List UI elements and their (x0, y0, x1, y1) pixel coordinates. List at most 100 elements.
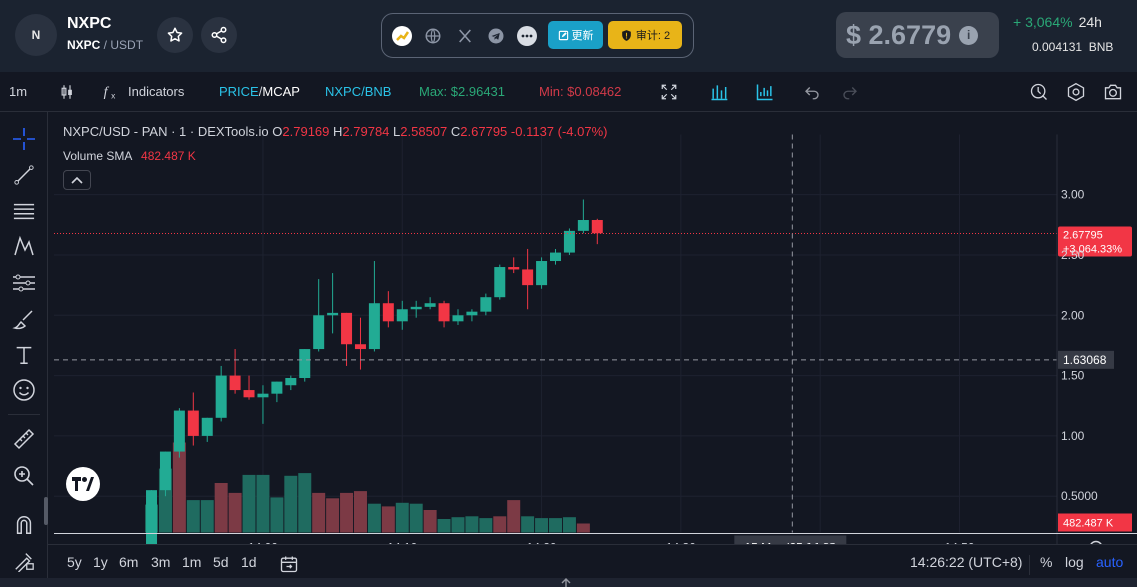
volume-bars-icon[interactable] (754, 81, 776, 103)
candle-body (382, 303, 394, 322)
price-mcap-toggle[interactable]: PRICE/MCAP (219, 84, 300, 99)
more-icon[interactable] (516, 25, 538, 47)
max-price: Max: $2.96431 (419, 84, 506, 99)
social-links-bar: 更新 审计: 2 (381, 13, 694, 58)
bottom-panel-handle[interactable] (0, 578, 1137, 587)
range-button-5d[interactable]: 5d (213, 554, 229, 570)
fullscreen-icon[interactable] (658, 81, 680, 103)
auto-toggle[interactable]: auto (1096, 554, 1124, 570)
brush-icon[interactable] (11, 306, 37, 332)
open-key: O (272, 124, 283, 139)
share-button[interactable] (201, 17, 237, 53)
candle-body (480, 297, 492, 312)
volume-bar (493, 516, 507, 533)
volume-legend: Volume SMA 482.487 K (63, 149, 196, 163)
candle-body (591, 220, 603, 234)
date-range-icon[interactable] (278, 554, 300, 579)
range-button-5y[interactable]: 5y (67, 554, 82, 570)
candle-body (285, 378, 297, 386)
pair-toggle[interactable]: NXPC/BNB (325, 84, 392, 99)
range-button-1d[interactable]: 1d (241, 554, 257, 570)
y-tick-label: 3.00 (1061, 188, 1085, 202)
bottom-divider (1029, 555, 1030, 575)
audit-button[interactable]: 审计: 2 (608, 21, 682, 49)
volume-bar (479, 518, 493, 533)
pattern-icon[interactable] (11, 233, 37, 259)
range-button-3m[interactable]: 3m (151, 554, 171, 570)
candle-body (215, 375, 227, 418)
ruler-icon[interactable] (11, 426, 37, 452)
candle-body (438, 303, 450, 322)
candle-body (187, 410, 199, 436)
range-button-6m[interactable]: 6m (119, 554, 139, 570)
lock-drawing-icon[interactable] (11, 548, 37, 574)
chevron-up-icon (71, 176, 83, 184)
update-label: 更新 (571, 30, 594, 42)
indicators-button[interactable]: Indicators (128, 84, 185, 99)
y-tick-label: 1.50 (1061, 369, 1085, 383)
volume-bar (270, 497, 284, 533)
info-icon[interactable]: i (959, 25, 979, 45)
redo-icon[interactable] (839, 81, 861, 103)
fib-lines-icon[interactable] (11, 198, 37, 224)
magnet-clock-icon[interactable] (1028, 81, 1050, 103)
undo-icon[interactable] (801, 81, 823, 103)
high-value: 2.79784 (342, 124, 390, 139)
collapse-legend-button[interactable] (63, 170, 91, 190)
x-twitter-icon[interactable] (454, 25, 476, 47)
update-button[interactable]: 更新 (548, 21, 603, 49)
candle-body (563, 230, 575, 253)
candles (146, 199, 603, 547)
range-button-1y[interactable]: 1y (93, 554, 108, 570)
volume-bar (200, 500, 214, 533)
crosshair-price-tag (1058, 350, 1114, 369)
volume-bar (549, 518, 562, 533)
magnet-icon[interactable] (11, 512, 37, 538)
pair-quote: USDT (110, 38, 144, 52)
text-tool-icon[interactable] (11, 342, 37, 368)
mcap-toggle[interactable]: MCAP (262, 84, 300, 99)
volume-bar (395, 502, 409, 533)
range-button-1m[interactable]: 1m (182, 554, 202, 570)
log-toggle[interactable]: log (1065, 554, 1084, 570)
candle-body (146, 490, 158, 546)
favorite-button[interactable] (157, 17, 193, 53)
projection-icon[interactable] (11, 270, 37, 296)
change-24h: + 3,064% 24h (1013, 14, 1102, 30)
y-tick-label: 1.00 (1061, 429, 1085, 443)
price-chart[interactable]: 2.67795+3,064.33%1.6306815 May '25 14:38… (54, 113, 1137, 587)
chart-style-icon[interactable] (708, 81, 730, 103)
pair-subtitle: NXPC / USDT (67, 38, 144, 52)
bnb-label: BNB (1088, 40, 1114, 54)
volume-bar (409, 503, 423, 533)
zoom-in-icon[interactable] (11, 463, 37, 489)
y-tick-label: 2.00 (1061, 308, 1085, 322)
crosshair-icon[interactable] (11, 126, 37, 152)
volume-bar (576, 523, 590, 533)
percent-toggle[interactable]: % (1040, 554, 1053, 570)
candle-body (257, 393, 269, 398)
trend-line-icon[interactable] (11, 162, 37, 188)
open-value: 2.79169 (282, 124, 330, 139)
camera-icon[interactable] (1102, 81, 1124, 103)
volume-bar (367, 503, 381, 533)
interval-selector[interactable]: 1m (9, 84, 28, 99)
bnb-price: 0.004131 BNB (1032, 40, 1113, 54)
candle-body (271, 381, 283, 394)
clock-time[interactable]: 14:26:22 (UTC+8) (910, 554, 1023, 570)
candles-icon[interactable] (56, 81, 78, 103)
change-24h-label: 24h (1078, 14, 1102, 30)
emoji-icon[interactable] (11, 377, 37, 403)
ohlc-legend: NXPC/USD - PAN · 1 · DEXTools.io O2.7916… (63, 124, 608, 139)
price-toggle[interactable]: PRICE (219, 84, 259, 99)
website-globe-icon[interactable] (422, 25, 444, 47)
volume-bar (312, 492, 326, 533)
volume-bar (451, 517, 465, 533)
dextools-icon[interactable] (391, 25, 413, 47)
tradingview-logo[interactable] (66, 467, 100, 501)
settings-hexagon-icon[interactable] (1065, 81, 1087, 103)
sidebar-scrollbar[interactable] (44, 497, 48, 525)
telegram-icon[interactable] (485, 25, 507, 47)
